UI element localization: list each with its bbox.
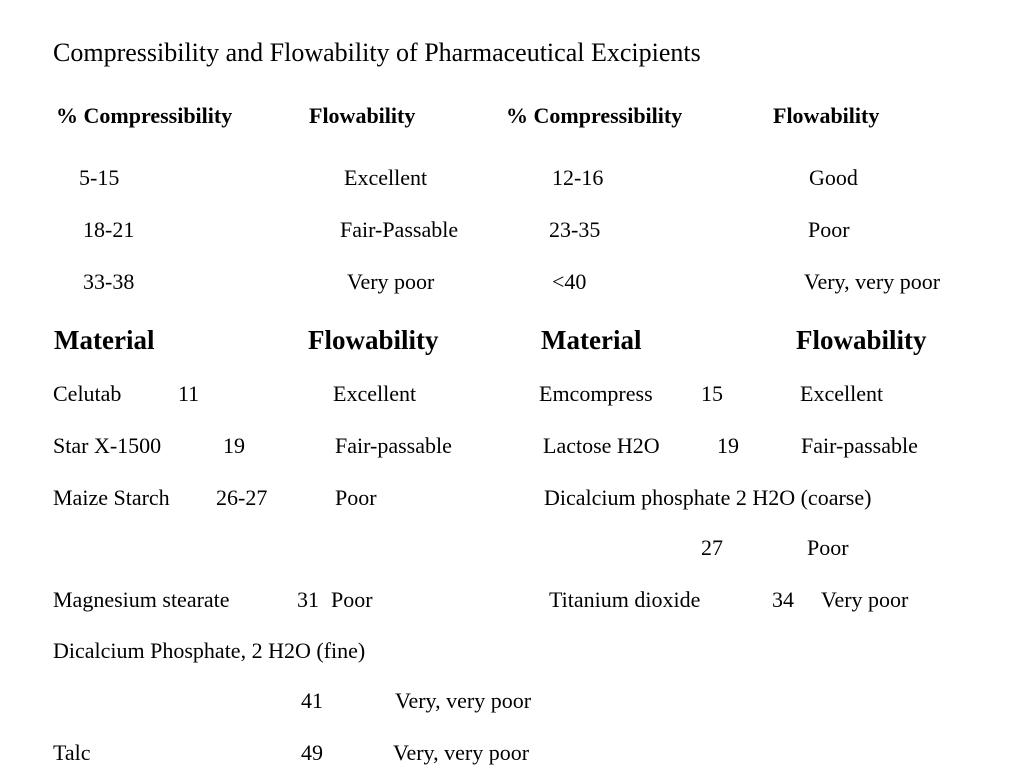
header-compressibility-left: % Compressibility: [56, 103, 233, 128]
material-flowability: Fair-passable: [801, 433, 918, 458]
material-name: Maize Starch: [53, 485, 170, 510]
material-value: 49: [301, 740, 323, 765]
material-value: 31: [297, 587, 319, 612]
material-name: Lactose H2O: [543, 433, 660, 458]
scale-range-left: 18-21: [83, 217, 135, 242]
material-value: 27: [701, 535, 723, 560]
material-value: 34: [772, 587, 794, 612]
scale-flow-left: Excellent: [344, 165, 428, 190]
scale-flow-right: Good: [809, 165, 858, 190]
material-value: 15: [701, 381, 723, 406]
material-name: Dicalcium Phosphate, 2 H2O (fine): [53, 638, 366, 663]
material-flowability: Excellent: [333, 381, 417, 406]
material-value: 19: [717, 433, 739, 458]
material-flowability: Very poor: [821, 587, 909, 612]
material-flowability: Very, very poor: [395, 688, 532, 713]
header-material-left: Material: [54, 325, 155, 355]
scale-range-left: 33-38: [83, 269, 135, 294]
material-name: Talc: [53, 740, 91, 765]
material-flowability: Poor: [807, 535, 849, 560]
scale-range-right: 23-35: [549, 217, 601, 242]
material-flowability: Poor: [331, 587, 373, 612]
material-value: 11: [178, 381, 200, 406]
scale-range-left: 5-15: [79, 165, 120, 190]
material-name: Star X-1500: [53, 433, 162, 458]
header-flowability-left: Flowability: [309, 103, 416, 128]
material-name: Emcompress: [539, 381, 653, 406]
scale-flow-right: Very, very poor: [804, 269, 941, 294]
material-flowability: Very, very poor: [393, 740, 530, 765]
header-material-right: Material: [541, 325, 642, 355]
material-value: 41: [301, 688, 323, 713]
material-name: Celutab: [53, 381, 122, 406]
material-value: 19: [223, 433, 245, 458]
scale-flow-left: Fair-Passable: [340, 217, 459, 242]
material-name: Magnesium stearate: [53, 587, 230, 612]
material-flowability: Excellent: [800, 381, 884, 406]
material-flowability: Fair-passable: [335, 433, 452, 458]
scale-range-right: 12-16: [552, 165, 604, 190]
slide-title: Compressibility and Flowability of Pharm…: [53, 38, 701, 67]
scale-flow-left: Very poor: [347, 269, 435, 294]
header-flowability-right: Flowability: [796, 325, 927, 355]
material-name: Dicalcium phosphate 2 H2O (coarse): [544, 485, 872, 510]
material-flowability: Poor: [335, 485, 377, 510]
header-flowability-right: Flowability: [773, 103, 880, 128]
material-name: Titanium dioxide: [549, 587, 701, 612]
material-value: 26-27: [216, 485, 268, 510]
scale-range-right: <40: [552, 269, 587, 294]
header-compressibility-right: % Compressibility: [506, 103, 683, 128]
scale-flow-right: Poor: [808, 217, 850, 242]
header-flowability-left: Flowability: [308, 325, 439, 355]
